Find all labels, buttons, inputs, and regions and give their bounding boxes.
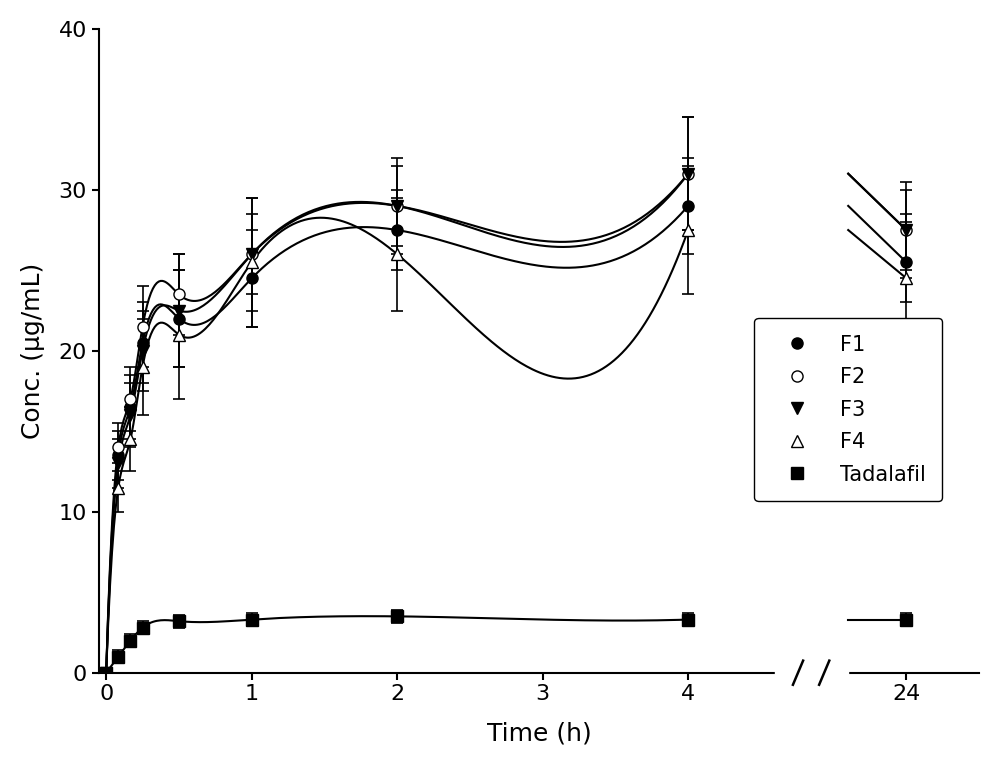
- Tadalafil: [124, 636, 136, 645]
- Tadalafil: [173, 617, 185, 626]
- F2: [124, 394, 136, 404]
- Line: Tadalafil: Tadalafil: [101, 611, 694, 678]
- F4: [173, 330, 185, 339]
- F4: [137, 362, 149, 372]
- F2: [246, 250, 258, 259]
- F2: [112, 443, 124, 452]
- Tadalafil: [100, 668, 112, 677]
- F2: [173, 290, 185, 299]
- F2: [100, 668, 112, 677]
- F4: [682, 225, 694, 234]
- F4: [246, 257, 258, 267]
- F1: [100, 668, 112, 677]
- Line: F3: F3: [101, 169, 694, 678]
- F1: [173, 314, 185, 323]
- F1: [112, 451, 124, 460]
- F3: [173, 306, 185, 315]
- F3: [391, 201, 403, 211]
- Line: F2: F2: [101, 169, 694, 678]
- F3: [246, 250, 258, 259]
- Tadalafil: [246, 615, 258, 624]
- Line: F1: F1: [101, 201, 694, 678]
- F1: [391, 225, 403, 234]
- Bar: [775, 665, 848, 697]
- F2: [391, 201, 403, 211]
- Tadalafil: [137, 623, 149, 632]
- F4: [112, 483, 124, 493]
- F3: [124, 411, 136, 420]
- F1: [137, 338, 149, 347]
- Line: F4: F4: [101, 224, 694, 678]
- F3: [112, 459, 124, 468]
- Legend: F1, F2, F3, F4, Tadalafil: F1, F2, F3, F4, Tadalafil: [754, 318, 942, 501]
- F1: [682, 201, 694, 211]
- F1: [246, 273, 258, 283]
- F2: [682, 169, 694, 178]
- Tadalafil: [682, 615, 694, 624]
- Y-axis label: Conc. (μg/mL): Conc. (μg/mL): [21, 263, 45, 439]
- F4: [124, 434, 136, 444]
- F3: [137, 346, 149, 355]
- Tadalafil: [391, 612, 403, 621]
- F3: [100, 668, 112, 677]
- F4: [391, 250, 403, 259]
- F3: [682, 169, 694, 178]
- F2: [137, 322, 149, 331]
- F1: [124, 402, 136, 411]
- F4: [100, 668, 112, 677]
- X-axis label: Time (h): Time (h): [487, 721, 591, 745]
- Tadalafil: [112, 652, 124, 661]
